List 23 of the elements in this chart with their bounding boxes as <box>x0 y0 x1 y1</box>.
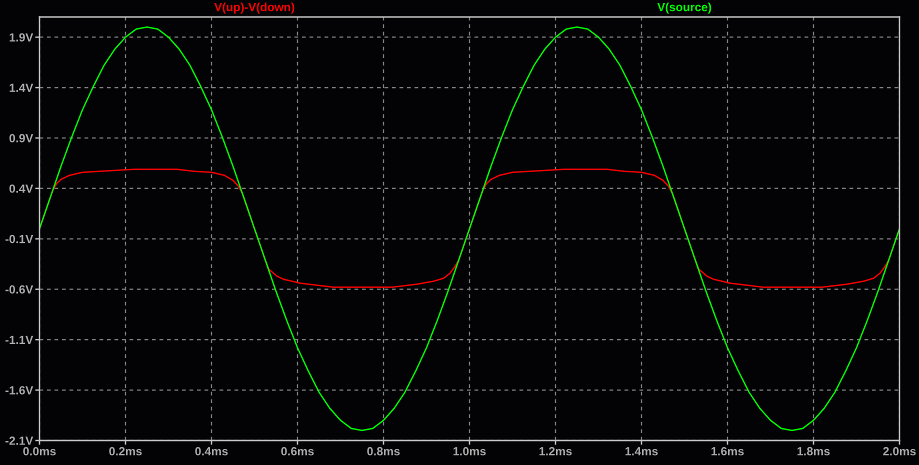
text: V(up)-V(down) <box>214 2 294 14</box>
x-tick-label: 1.6ms <box>712 447 744 456</box>
x-tick-label: 0.4ms <box>195 447 228 456</box>
x-tick-label: 0.2ms <box>109 447 142 456</box>
y-tick-label: 1.4V <box>10 84 34 92</box>
y-tick-label: 0.4V <box>9 184 34 193</box>
text: V(source) <box>657 2 712 14</box>
y-tick-label: -2.1V <box>5 436 34 445</box>
line-series <box>40 26 900 432</box>
y-tick-label: -1.1V <box>5 336 34 344</box>
x-tick-label: 2.0ms <box>883 447 916 456</box>
x-tick-label: 0.0ms <box>23 447 56 456</box>
x-tick-label: 1.0ms <box>454 447 486 456</box>
x-tick-label: 0.6ms <box>281 447 314 456</box>
y-tick-label: -0.1V <box>5 234 34 244</box>
x-tick-label: 1.4ms <box>626 447 658 456</box>
x-tick-label: 1.2ms <box>540 447 572 456</box>
y-tick-label: -1.6V <box>5 386 34 394</box>
y-tick-label: 0.9V <box>9 134 34 142</box>
y-tick-label: 1.9V <box>10 33 34 42</box>
x-tick-label: 0.8ms <box>367 447 400 456</box>
y-tick-label: -0.6V <box>5 285 34 294</box>
x-tick-label: 1.8ms <box>798 447 830 456</box>
